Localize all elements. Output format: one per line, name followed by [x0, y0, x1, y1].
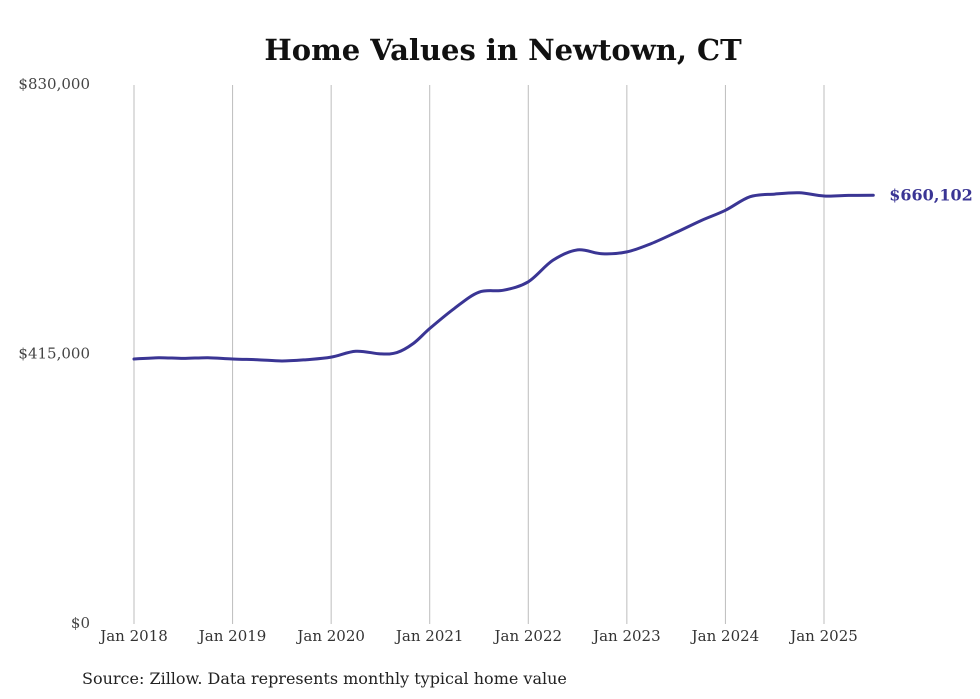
x-tick-label: Jan 2025: [788, 627, 858, 645]
y-tick-label: $830,000: [18, 75, 90, 93]
vertical-grid: [133, 85, 825, 624]
x-tick-label: Jan 2020: [295, 627, 365, 645]
chart-title: Home Values in Newtown, CT: [264, 33, 742, 67]
latest-value-label: $660,102: [889, 185, 973, 204]
y-tick-label: $415,000: [18, 345, 90, 363]
x-tick-label: Jan 2018: [98, 627, 168, 645]
y-tick-label: $0: [71, 614, 90, 632]
x-tick-label: Jan 2021: [394, 627, 464, 645]
source-note: Source: Zillow. Data represents monthly …: [82, 669, 567, 688]
x-tick-label: Jan 2023: [591, 627, 661, 645]
home-value-series-line: [132, 191, 875, 363]
x-axis-ticks: Jan 2018 Jan 2019 Jan 2020 Jan 2021 Jan 2022…: [98, 627, 858, 645]
x-tick-label: Jan 2022: [493, 627, 563, 645]
x-tick-label: Jan 2024: [690, 627, 760, 645]
x-tick-label: Jan 2019: [197, 627, 267, 645]
y-axis-ticks: $0 $415,000 $830,000: [18, 75, 90, 632]
